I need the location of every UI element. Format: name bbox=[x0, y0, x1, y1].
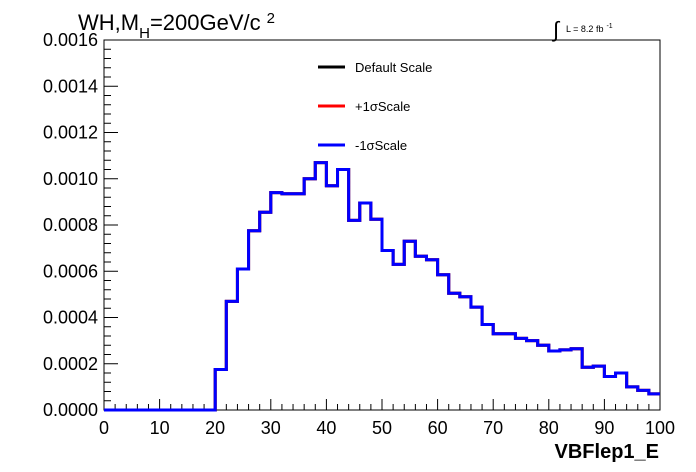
y-tick-label: 0.0014 bbox=[43, 76, 98, 96]
y-tick-label: 0.0012 bbox=[43, 123, 98, 143]
legend-label-plus-1-sigma-scale: +1σScale bbox=[355, 99, 410, 114]
x-axis-label: VBFlep1_E bbox=[555, 441, 659, 463]
x-tick-label: 60 bbox=[428, 418, 448, 438]
title-subscript: H bbox=[139, 25, 150, 42]
y-axis: 0.0000 0.0002 0.0004 0.0006 0.0008 0.0010 0.00… bbox=[43, 30, 118, 420]
lumi-integral-symbol: ∫ bbox=[551, 17, 561, 42]
y-tick-label: 0.0002 bbox=[43, 354, 98, 374]
series-layer bbox=[104, 161, 660, 412]
y-tick-label: 0.0004 bbox=[43, 308, 98, 328]
x-tick-label: 70 bbox=[483, 418, 503, 438]
y-tick-label: 0.0010 bbox=[43, 169, 98, 189]
legend-label-minus-1-sigma-scale: -1σScale bbox=[355, 138, 407, 153]
x-tick-label: 0 bbox=[99, 418, 109, 438]
y-tick-label: 0.0008 bbox=[43, 215, 98, 235]
title-main: WH,M bbox=[78, 10, 139, 35]
lumi-text: L = 8.2 fb bbox=[566, 24, 603, 34]
y-tick-label: 0.0006 bbox=[43, 261, 98, 281]
lumi-superscript: -1 bbox=[606, 23, 612, 30]
x-tick-label: 10 bbox=[150, 418, 170, 438]
lumi-label: L = 8.2 fb -1 bbox=[566, 23, 613, 34]
x-tick-label: 30 bbox=[261, 418, 281, 438]
x-tick-label: 40 bbox=[316, 418, 336, 438]
x-tick-label: 90 bbox=[594, 418, 614, 438]
title-superscript: 2 bbox=[267, 10, 275, 27]
y-tick-label: 0.0016 bbox=[43, 30, 98, 50]
title-rest: =200GeV/c bbox=[150, 10, 261, 35]
x-tick-label: 100 bbox=[645, 418, 675, 438]
x-tick-label: 50 bbox=[372, 418, 392, 438]
x-tick-label: 20 bbox=[205, 418, 225, 438]
legend: Default Scale +1σScale -1σScale bbox=[318, 60, 432, 153]
chart-title: WH,MH=200GeV/c 2 bbox=[78, 10, 275, 42]
x-axis: 0 10 20 30 40 50 60 70 80 90 100 bbox=[99, 399, 675, 438]
legend-label-default-scale: Default Scale bbox=[355, 60, 432, 75]
y-tick-label: 0.0000 bbox=[43, 400, 98, 420]
x-tick-label: 80 bbox=[539, 418, 559, 438]
series-line--1-sigmascale-2 bbox=[104, 161, 660, 412]
